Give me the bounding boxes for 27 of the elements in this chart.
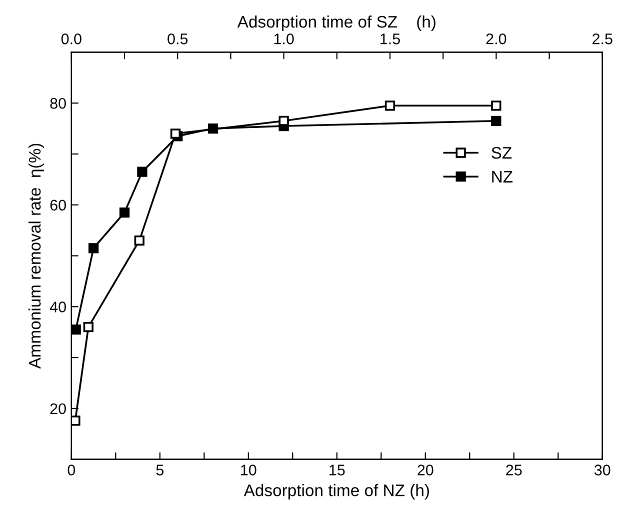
legend-label: SZ — [492, 146, 512, 159]
x2-tick-label: 2.0 — [486, 34, 506, 44]
y-axis-title: Ammonium removal rate η(%) — [28, 144, 44, 369]
x-tick-label: 0 — [68, 464, 76, 476]
x-tick-label: 30 — [594, 464, 610, 476]
y-tick-label: 80 — [50, 98, 66, 109]
point — [71, 324, 81, 335]
x2-tick-label: 0.0 — [61, 34, 82, 44]
point — [88, 243, 99, 254]
legend-label: NZ — [492, 170, 513, 182]
x-tick-label: 15 — [330, 464, 345, 476]
y-tick-label: 60 — [50, 200, 66, 211]
x2-tick-label: 2.5 — [592, 34, 612, 44]
x2-axis-title: Adsorption time of SZ (h) — [237, 15, 436, 31]
x2-tick-label: 1.0 — [274, 34, 294, 44]
x-tick-label: 25 — [506, 464, 522, 476]
x-axis-title: Adsorption time of NZ (h) — [244, 484, 429, 500]
x-tick-label: 10 — [241, 464, 256, 476]
y-tick-label: 40 — [50, 302, 66, 312]
point — [119, 207, 130, 218]
x-tick-label: 20 — [418, 464, 434, 476]
x2-tick-label: 0.5 — [168, 34, 188, 44]
x2-tick-label: 1.5 — [380, 34, 400, 44]
point — [491, 116, 502, 126]
x-tick-label: 5 — [156, 464, 164, 476]
point — [137, 166, 148, 177]
y-tick-label: 20 — [50, 403, 66, 414]
